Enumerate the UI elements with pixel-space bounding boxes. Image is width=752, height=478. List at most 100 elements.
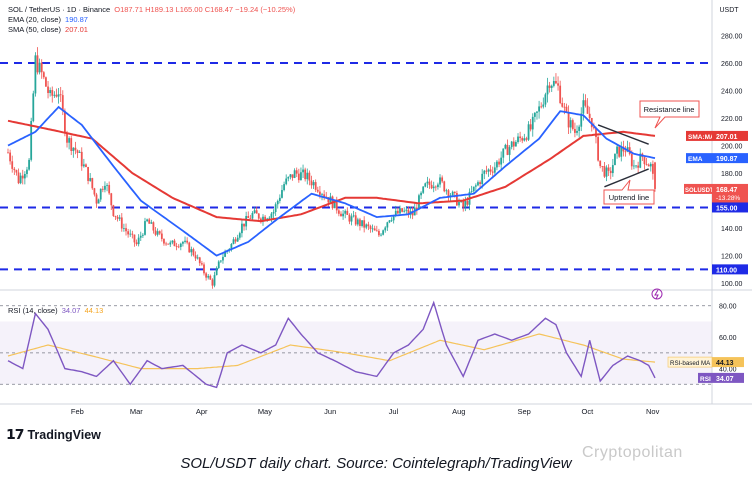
- rsi-tick-label: 80.00: [719, 304, 737, 311]
- candle-body: [399, 208, 401, 214]
- month-label: Jun: [324, 407, 336, 416]
- candle-body: [369, 226, 372, 229]
- candle-body: [114, 215, 117, 217]
- candle-body: [651, 163, 654, 174]
- candle-body: [582, 100, 585, 114]
- candle-body: [253, 210, 256, 213]
- candle-body: [563, 106, 566, 108]
- legend-sma: SMA (50, close) 207.01: [8, 25, 88, 34]
- candle-body: [120, 217, 123, 229]
- candle-body: [390, 220, 393, 222]
- price-tags: SMA:MA 207.01 EMA 190.87 SOLUSDT 168.47-13.28…: [667, 130, 748, 383]
- candle-body: [200, 263, 203, 265]
- candle-body: [620, 146, 623, 157]
- candle-body: [466, 201, 469, 205]
- candle-body: [205, 273, 208, 278]
- candle-body: [576, 130, 578, 133]
- candle-body: [348, 214, 351, 222]
- candle-body: [430, 184, 433, 189]
- candle-body: [47, 86, 49, 94]
- candle-body: [160, 233, 163, 239]
- candle-body: [498, 161, 500, 165]
- candle-body: [93, 188, 96, 195]
- candle-body: [196, 257, 199, 259]
- candle-body: [76, 150, 79, 153]
- candle-body: [34, 55, 37, 94]
- lightning-icon[interactable]: [651, 288, 663, 300]
- level-tag-text: 155.00: [716, 205, 738, 212]
- candle-body: [291, 174, 294, 178]
- candle-body: [198, 257, 201, 264]
- candle-body: [616, 146, 618, 154]
- candle-body: [297, 173, 300, 181]
- candle-body: [447, 190, 450, 198]
- rsi-ma-line: [7, 333, 656, 370]
- candle-body: [306, 172, 309, 180]
- candle-body: [217, 261, 220, 269]
- price-tick-label: 220.00: [721, 116, 743, 123]
- level-tag-text: 110.00: [716, 267, 737, 274]
- candle-body: [382, 230, 385, 235]
- candle-body: [637, 165, 640, 168]
- candle-body: [203, 264, 205, 274]
- candle-body: [15, 170, 18, 173]
- tradingview-logo[interactable]: 𝟭𝟳 TradingView: [6, 426, 101, 443]
- candle-body: [230, 243, 233, 250]
- candle-body: [238, 233, 241, 238]
- candle-body: [405, 209, 408, 211]
- candle-body: [643, 157, 646, 165]
- candle-body: [580, 113, 583, 127]
- candle-body: [624, 151, 627, 153]
- candle-body: [287, 176, 290, 179]
- candle-body: [500, 157, 503, 165]
- sma-value: 207.01: [65, 25, 88, 34]
- candle-body: [550, 85, 553, 88]
- candle-body: [152, 222, 155, 231]
- candle-body: [611, 165, 614, 174]
- candle-body: [361, 220, 363, 226]
- candle-body: [133, 234, 136, 243]
- level-tag-box: [712, 202, 748, 213]
- candle-body: [439, 177, 441, 185]
- candle-body: [392, 215, 395, 221]
- candle-body: [104, 185, 106, 190]
- candle-body: [249, 218, 252, 219]
- currency-label: USDT: [719, 7, 739, 14]
- candle-body: [61, 95, 64, 111]
- ema-20-line: [7, 105, 656, 257]
- candle-body: [97, 199, 100, 204]
- candle-body: [546, 85, 549, 95]
- solusdt-label-box: [684, 183, 712, 194]
- candle-body: [645, 164, 648, 165]
- candle-body: [131, 233, 134, 235]
- candle-body: [380, 234, 382, 236]
- candle-body: [215, 268, 218, 276]
- candle-body: [274, 204, 277, 213]
- candle-body: [517, 136, 519, 143]
- rsi-label-box: [698, 372, 712, 383]
- candle-body: [78, 151, 81, 153]
- month-label: Oct: [582, 407, 595, 416]
- candle-body: [350, 216, 353, 222]
- candle-body: [367, 224, 370, 227]
- candle-body: [548, 85, 551, 88]
- candle-body: [314, 182, 317, 190]
- price-tick-label: 260.00: [721, 61, 743, 68]
- candle-body: [91, 178, 94, 189]
- candle-body: [574, 128, 576, 133]
- candle-body: [283, 184, 285, 191]
- candle-body: [533, 112, 536, 117]
- candle-body: [411, 211, 414, 216]
- candle-body: [106, 185, 108, 186]
- candle-body: [618, 146, 621, 157]
- uptrend-label: Uptrend line: [609, 193, 649, 202]
- resistance-trendline: [597, 124, 649, 145]
- candle-body: [101, 188, 104, 190]
- candle-body: [489, 169, 492, 172]
- candle-body: [321, 194, 323, 196]
- candle-body: [337, 210, 340, 214]
- candle-body: [443, 181, 446, 192]
- candle-body: [156, 231, 159, 235]
- candle-body: [365, 224, 368, 228]
- candle-body: [453, 191, 456, 194]
